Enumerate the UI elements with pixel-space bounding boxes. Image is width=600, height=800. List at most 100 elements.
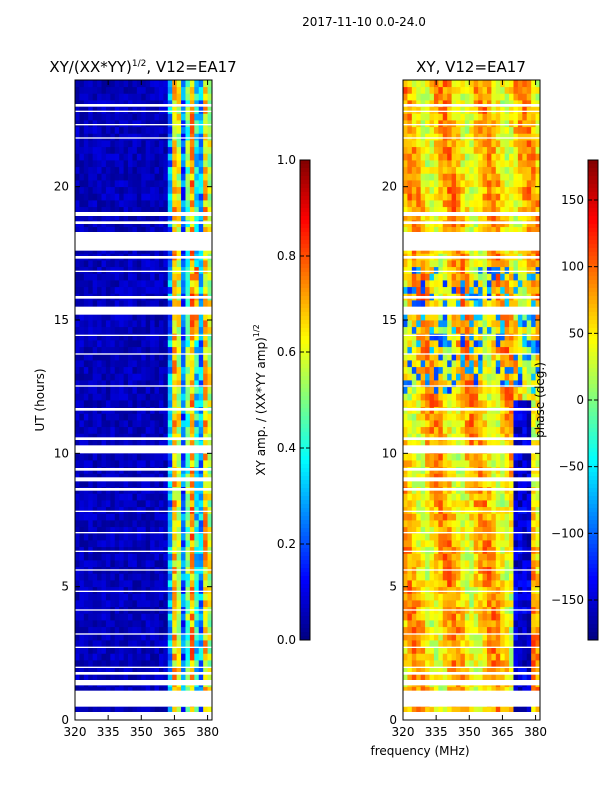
phase-cell <box>403 200 408 208</box>
amp-cell <box>176 426 182 434</box>
amp-cell <box>150 93 155 101</box>
amp-cell <box>167 93 173 101</box>
phase-cell <box>478 400 483 408</box>
amp-cell <box>105 453 111 461</box>
phase-cell <box>482 520 488 528</box>
amp-cell <box>163 153 169 161</box>
amp-cell <box>207 573 213 581</box>
phase-cell <box>482 260 488 268</box>
amp-cell <box>194 160 200 168</box>
phase-cell <box>447 653 453 661</box>
phase-cell <box>451 186 457 194</box>
amp-cell <box>163 86 169 94</box>
phase-cell <box>407 113 413 121</box>
phase-cell <box>438 520 444 528</box>
amp-cell <box>194 360 200 368</box>
amp-cell <box>176 386 182 394</box>
colorbar-slice <box>300 628 310 633</box>
phase-cell <box>420 426 426 434</box>
amp-cell <box>110 260 116 268</box>
amp-cell <box>172 686 178 694</box>
amp-cell <box>176 373 182 381</box>
phase-cell <box>482 420 488 428</box>
phase-cell <box>473 526 479 534</box>
amp-cell <box>119 673 125 681</box>
phase-cell <box>425 180 430 188</box>
phase-cell <box>429 646 435 654</box>
phase-cell <box>420 326 426 334</box>
phase-cell <box>438 493 444 501</box>
amp-cell <box>114 540 120 548</box>
amp-cell <box>79 420 85 428</box>
amp-cell <box>167 366 173 374</box>
phase-cell <box>420 620 426 628</box>
amp-cell <box>101 633 107 641</box>
phase-cell <box>442 626 448 634</box>
amp-cell <box>176 340 182 348</box>
phase-cell <box>442 420 448 428</box>
phase-cell <box>464 426 470 434</box>
amp-cell <box>150 286 155 294</box>
amp-cell <box>145 506 151 514</box>
amp-cell <box>203 646 208 654</box>
amp-cell <box>110 386 116 394</box>
amp-cell <box>198 86 204 94</box>
phase-cell <box>416 586 422 594</box>
amp-cell <box>158 346 164 354</box>
amp-cell <box>181 493 186 501</box>
phase-cell <box>407 346 413 354</box>
amp-cell <box>123 226 129 234</box>
colorbar-slice <box>300 508 310 513</box>
phase-cell <box>464 353 470 361</box>
amp-cell <box>145 226 151 234</box>
phase-cell <box>456 626 461 634</box>
amp-cell <box>176 320 182 328</box>
phase-cell <box>456 666 461 674</box>
colorbar-slice <box>300 220 310 225</box>
phase-cell <box>464 86 470 94</box>
amp-cell <box>145 626 151 634</box>
phase-cell <box>482 500 488 508</box>
phase-cell <box>469 180 475 188</box>
amp-cell <box>189 320 195 328</box>
amp-cell <box>207 286 213 294</box>
amp-cell <box>145 333 151 341</box>
amp-cell <box>97 386 102 394</box>
amp-cell <box>128 300 133 308</box>
phase-cell <box>473 480 479 488</box>
amp-cell <box>92 133 98 141</box>
amp-cell <box>119 433 125 441</box>
amp-cell <box>172 313 178 321</box>
phase-cell <box>478 380 483 388</box>
amp-cell <box>189 286 195 294</box>
amp-cell <box>189 426 195 434</box>
amp-cell <box>194 453 200 461</box>
phase-cell <box>442 280 448 288</box>
amp-cell <box>136 166 142 174</box>
amp-cell <box>150 640 155 648</box>
amp-cell <box>88 146 94 154</box>
amp-cell <box>185 666 191 674</box>
amp-cell <box>83 633 89 641</box>
phase-cell <box>403 393 408 401</box>
colorbar-slice <box>300 268 310 273</box>
amp-cell <box>83 426 89 434</box>
amp-cell <box>203 346 208 354</box>
amp-cell <box>185 493 191 501</box>
phase-cell <box>416 686 422 694</box>
amp-cell <box>163 366 169 374</box>
amp-cell <box>154 426 160 434</box>
amp-cell <box>163 420 169 428</box>
phase-cell <box>416 473 422 481</box>
amp-cell <box>132 453 138 461</box>
amp-cell <box>79 580 85 588</box>
amp-cell <box>132 106 138 114</box>
amp-cell <box>132 600 138 608</box>
phase-cell <box>442 653 448 661</box>
phase-cell <box>464 440 470 448</box>
phase-cell <box>451 520 457 528</box>
amp-cell <box>141 213 147 221</box>
phase-cell <box>460 366 466 374</box>
amp-cell <box>176 113 182 121</box>
phase-cell <box>425 440 430 448</box>
